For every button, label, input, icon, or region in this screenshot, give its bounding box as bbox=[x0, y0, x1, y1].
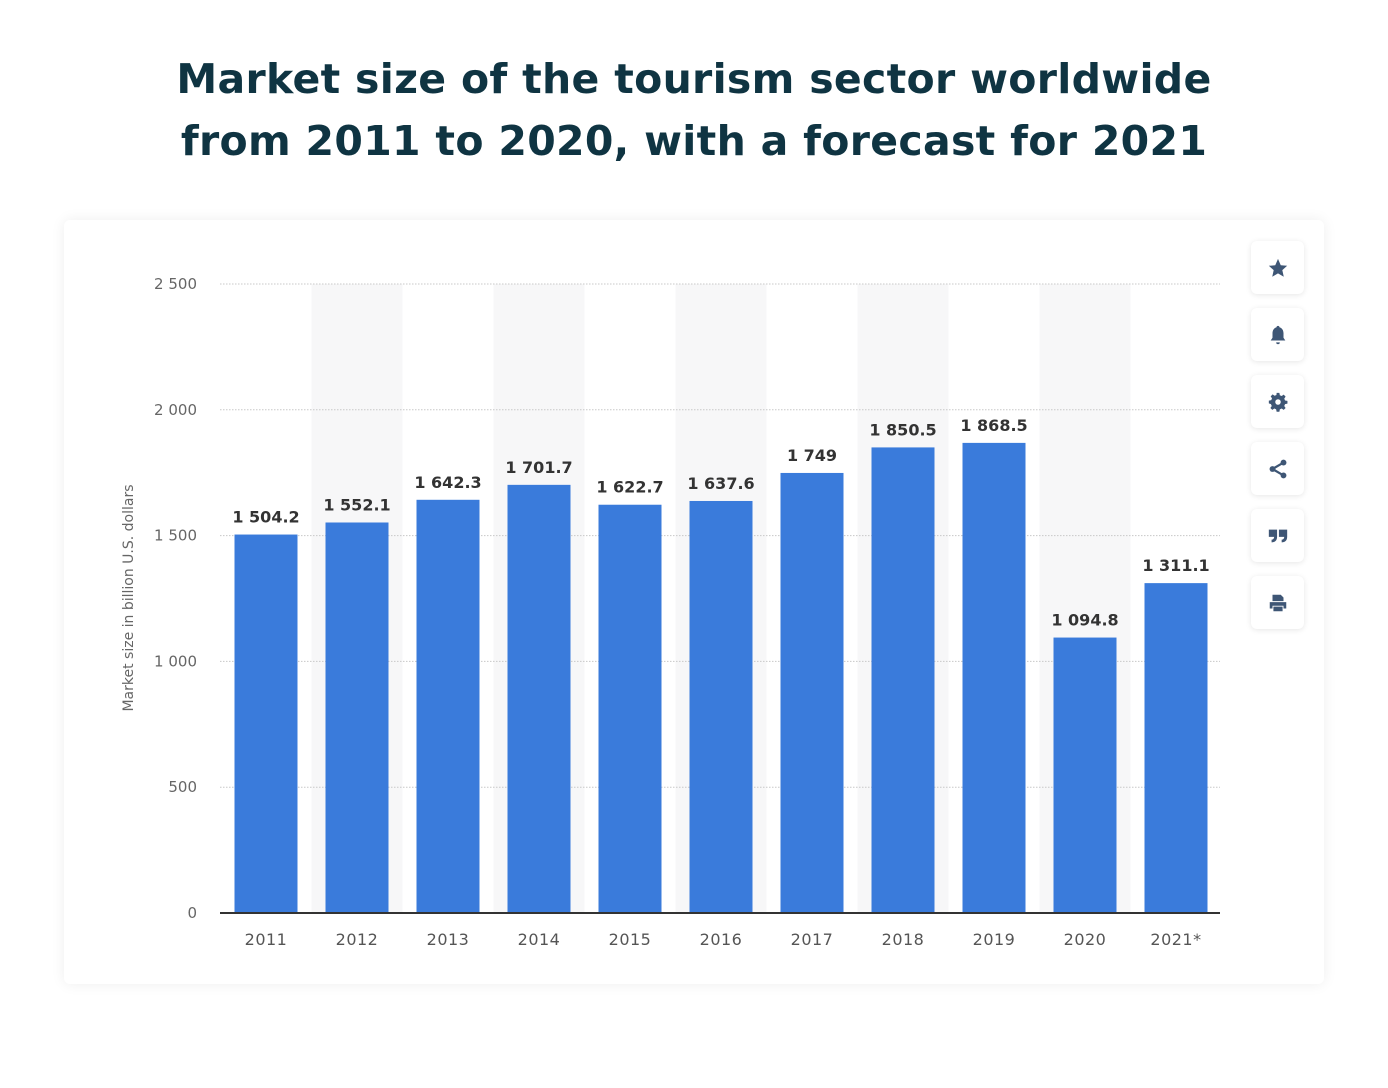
x-tick-label: 2013 bbox=[427, 930, 470, 949]
x-tick-label: 2020 bbox=[1064, 930, 1107, 949]
x-tick-label: 2016 bbox=[700, 930, 743, 949]
quote-icon bbox=[1268, 529, 1287, 542]
x-tick-label: 2014 bbox=[518, 930, 561, 949]
gear-icon bbox=[1268, 392, 1287, 412]
x-tick-label: 2011 bbox=[245, 930, 288, 949]
y-tick-label: 2 500 bbox=[154, 275, 197, 293]
print-button[interactable] bbox=[1251, 576, 1304, 629]
star-icon bbox=[1268, 258, 1287, 277]
bar bbox=[871, 447, 935, 913]
data-label: 1 637.6 bbox=[687, 474, 754, 493]
y-tick-label: 1 000 bbox=[154, 652, 197, 670]
x-tick-label: 2018 bbox=[882, 930, 925, 949]
y-tick-label: 500 bbox=[168, 778, 197, 796]
data-label: 1 311.1 bbox=[1142, 556, 1209, 575]
bar bbox=[780, 472, 844, 913]
bar bbox=[1144, 583, 1208, 913]
favorite-button[interactable] bbox=[1251, 241, 1304, 294]
title-line-1: Market size of the tourism sector worldw… bbox=[176, 55, 1212, 103]
print-icon bbox=[1269, 594, 1286, 611]
data-label: 1 552.1 bbox=[323, 495, 390, 514]
title-line-2: from 2011 to 2020, with a forecast for 2… bbox=[180, 117, 1208, 165]
x-tick-label: 2015 bbox=[609, 930, 652, 949]
y-tick-label: 1 500 bbox=[154, 527, 197, 545]
x-tick-label: 2021* bbox=[1150, 930, 1201, 949]
page-title: Market size of the tourism sector worldw… bbox=[0, 48, 1388, 172]
data-label: 1 701.7 bbox=[505, 458, 572, 477]
share-button[interactable] bbox=[1251, 442, 1304, 495]
bar bbox=[598, 504, 662, 913]
bar bbox=[234, 534, 298, 913]
bar bbox=[962, 442, 1026, 913]
share-icon bbox=[1269, 459, 1286, 478]
data-label: 1 622.7 bbox=[596, 478, 663, 497]
x-tick-label: 2017 bbox=[791, 930, 834, 949]
bar bbox=[416, 499, 480, 913]
notification-button[interactable] bbox=[1251, 308, 1304, 361]
y-tick-label: 2 000 bbox=[154, 401, 197, 419]
bar bbox=[507, 484, 571, 913]
data-label: 1 504.2 bbox=[232, 508, 299, 527]
data-label: 1 094.8 bbox=[1051, 611, 1118, 630]
cite-button[interactable] bbox=[1251, 509, 1304, 562]
data-label: 1 749 bbox=[787, 446, 837, 465]
bell-icon bbox=[1270, 325, 1285, 344]
x-tick-label: 2012 bbox=[336, 930, 379, 949]
bar bbox=[325, 522, 389, 913]
settings-button[interactable] bbox=[1251, 375, 1304, 428]
bar bbox=[689, 500, 753, 913]
x-tick-label: 2019 bbox=[973, 930, 1016, 949]
y-axis-label: Market size in billion U.S. dollars bbox=[121, 484, 137, 711]
data-label: 1 868.5 bbox=[960, 416, 1027, 435]
y-tick-label: 0 bbox=[187, 904, 197, 922]
data-label: 1 850.5 bbox=[869, 420, 936, 439]
bar bbox=[1053, 637, 1117, 913]
data-label: 1 642.3 bbox=[414, 473, 481, 492]
